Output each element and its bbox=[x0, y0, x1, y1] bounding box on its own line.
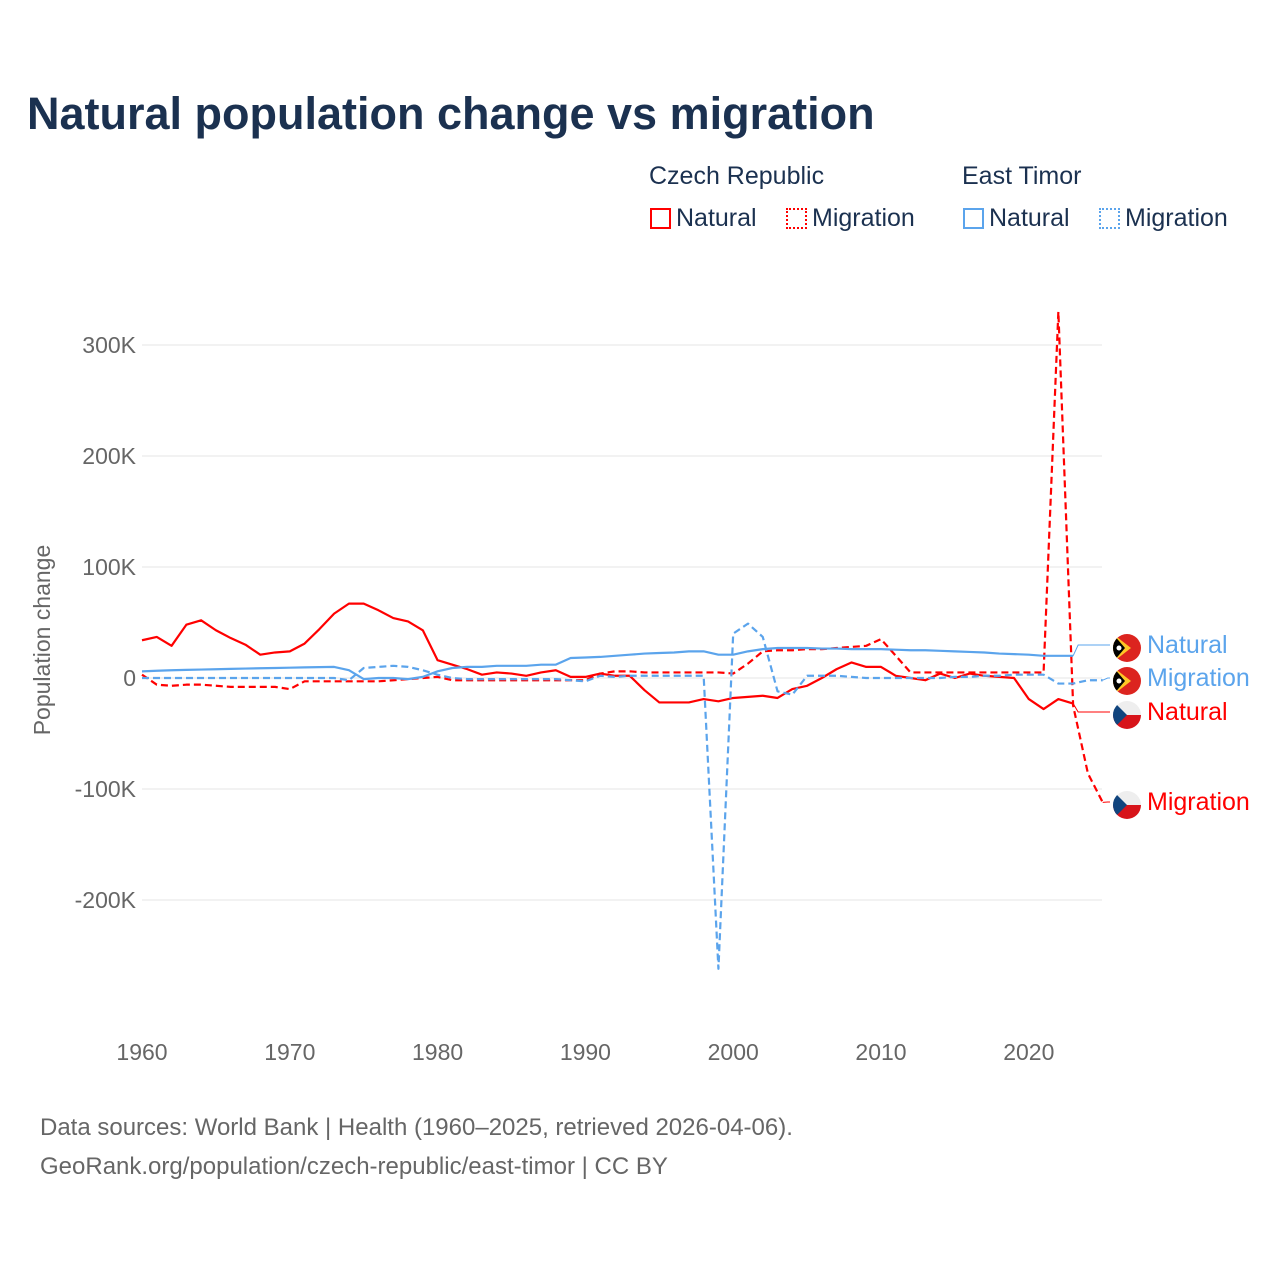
x-tick-label: 1970 bbox=[264, 1039, 315, 1065]
east-timor-flag-icon bbox=[1113, 634, 1141, 662]
legend-group-czech: Czech Republic bbox=[649, 162, 825, 190]
legend-item-czech-migration[interactable]: Migration bbox=[786, 204, 915, 233]
y-tick-label: 0 bbox=[123, 665, 136, 691]
y-tick-label: 300K bbox=[82, 332, 136, 358]
series-line-east-timor-natural bbox=[141, 646, 1074, 681]
end-label: Migration bbox=[1147, 664, 1250, 692]
legend-item-czech-natural[interactable]: Natural bbox=[650, 204, 757, 233]
czech-republic-flag-icon bbox=[1113, 791, 1141, 819]
legend-label: Migration bbox=[1125, 204, 1228, 232]
legend-swatch-solid-red bbox=[650, 208, 671, 229]
series-line-czech-republic-migration bbox=[141, 310, 1104, 803]
legend-item-east-timor-natural[interactable]: Natural bbox=[963, 204, 1070, 233]
source-note: Data sources: World Bank | Health (1960–… bbox=[40, 1108, 793, 1186]
y-tick-label: 100K bbox=[82, 554, 136, 580]
legend-swatch-solid-blue bbox=[963, 208, 984, 229]
legend-label: Migration bbox=[812, 204, 915, 232]
end-label: Natural bbox=[1147, 631, 1228, 659]
east-timor-flag-icon bbox=[1113, 667, 1141, 695]
source-line-1: Data sources: World Bank | Health (1960–… bbox=[40, 1114, 793, 1141]
series-line-east-timor-migration bbox=[142, 622, 1103, 970]
source-line-2[interactable]: GeoRank.org/population/czech-republic/ea… bbox=[40, 1153, 668, 1180]
leader-line bbox=[1072, 703, 1110, 713]
x-tick-label: 1960 bbox=[116, 1039, 167, 1065]
x-tick-label: 2000 bbox=[708, 1039, 759, 1065]
flag-triangle-blue bbox=[1113, 701, 1127, 729]
y-tick-label: -100K bbox=[75, 776, 137, 802]
x-tick-label: 1990 bbox=[560, 1039, 611, 1065]
y-tick-label: 200K bbox=[82, 443, 136, 469]
y-tick-label: -200K bbox=[75, 887, 137, 913]
flag-star bbox=[1116, 645, 1122, 651]
czech-republic-flag-icon bbox=[1113, 701, 1141, 729]
leader-line bbox=[1102, 677, 1110, 681]
legend-swatch-dotted-blue bbox=[1099, 208, 1120, 229]
chart-title: Natural population change vs migration bbox=[27, 88, 875, 139]
legend-label: Natural bbox=[676, 204, 757, 232]
end-label: Natural bbox=[1147, 698, 1228, 726]
flag-star bbox=[1116, 678, 1122, 684]
legend-swatch-dotted-red bbox=[786, 208, 807, 229]
x-tick-label: 1980 bbox=[412, 1039, 463, 1065]
flag-triangle-blue bbox=[1113, 791, 1127, 819]
end-label: Migration bbox=[1147, 788, 1250, 816]
leader-line bbox=[1072, 644, 1110, 657]
legend-group-east-timor: East Timor bbox=[962, 162, 1082, 190]
legend-label: Natural bbox=[989, 204, 1070, 232]
series-line-czech-republic-natural bbox=[141, 602, 1074, 711]
legend-item-east-timor-migration[interactable]: Migration bbox=[1099, 204, 1228, 233]
x-tick-label: 2010 bbox=[855, 1039, 906, 1065]
y-axis-label: Population change bbox=[29, 545, 55, 736]
x-tick-label: 2020 bbox=[1003, 1039, 1054, 1065]
